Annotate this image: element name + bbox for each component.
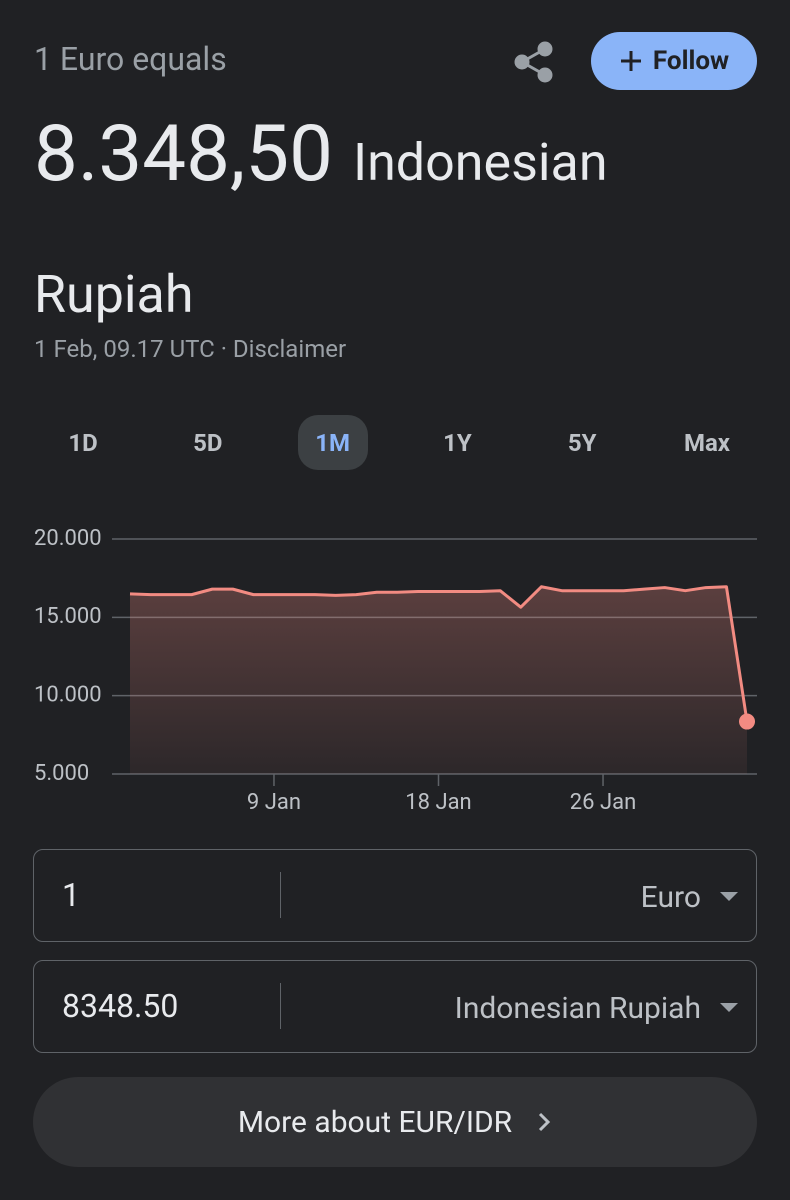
line <box>129 585 749 722</box>
y-tick-label: 10.000 <box>34 682 102 707</box>
rate-value: 8.348,50 <box>34 109 333 200</box>
area <box>130 586 747 774</box>
range-tab[interactable]: 5D <box>193 428 223 457</box>
range-tab[interactable]: 1Y <box>443 428 472 457</box>
x-tick-label: 9 Jan <box>247 790 301 815</box>
rate-currency: Indonesian Rupiah <box>34 132 608 325</box>
divider <box>280 983 281 1029</box>
range-tab[interactable]: 1M <box>297 415 368 470</box>
y-tick-label: 5.000 <box>34 761 89 786</box>
range-tab[interactable]: 1D <box>68 428 98 457</box>
dropdown-arrow <box>720 1003 738 1012</box>
chart: 5.000 10.000 15.000 20.000 9 Jan 18 Jan 26 Jan <box>34 526 757 815</box>
more-button[interactable]: More about EUR/IDR <box>33 1077 757 1167</box>
label: 1 Euro equals <box>34 40 227 78</box>
x-tick-label: 18 Jan <box>405 790 471 815</box>
timestamp: 1 Feb, 09.17 UTC · Disclaimer <box>34 335 347 363</box>
divider <box>280 872 281 918</box>
range-tab[interactable]: Max <box>683 428 731 457</box>
end-point <box>739 713 755 730</box>
y-tick-label: 15.000 <box>34 604 102 629</box>
rate: 8.348,50 Indonesian Rupiah <box>34 95 734 367</box>
converter-row: 8348.50 Indonesian Rupiah <box>33 960 757 1053</box>
range-tab[interactable]: 5Y <box>567 428 597 457</box>
currency-select[interactable]: Indonesian Rupiah <box>454 991 701 1026</box>
follow-text: Follow <box>652 46 730 76</box>
chevron <box>539 1112 551 1132</box>
dropdown-arrow <box>720 892 738 901</box>
share-button[interactable] <box>512 40 556 84</box>
more-text: More about EUR/IDR <box>237 1104 513 1140</box>
converter-row: 1 Euro <box>33 849 757 942</box>
amount-input[interactable]: 8348.50 <box>62 987 179 1025</box>
follow-button[interactable]: Follow <box>591 32 757 90</box>
amount-input[interactable]: 1 <box>62 876 80 914</box>
x-tick-label: 26 Jan <box>570 790 636 815</box>
plus-icon <box>620 51 641 71</box>
y-tick-label: 20.000 <box>34 526 102 551</box>
currency-select[interactable]: Euro <box>640 880 701 915</box>
